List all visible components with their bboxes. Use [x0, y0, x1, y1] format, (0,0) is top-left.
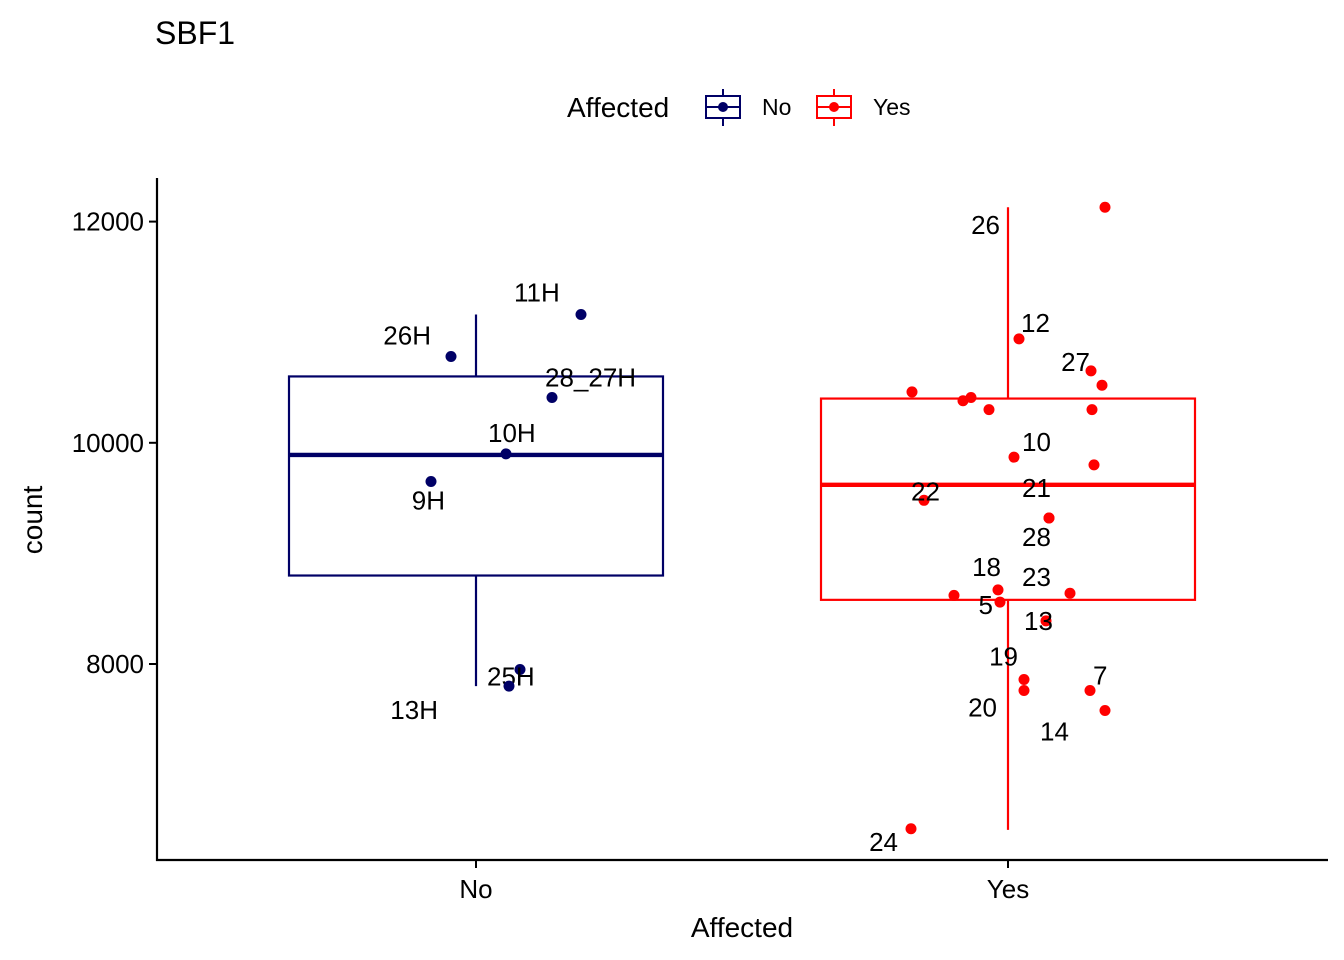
box [287, 375, 665, 577]
x-axis-title: Affected [691, 912, 793, 943]
data-point [1043, 512, 1055, 524]
point-label: 26H [383, 321, 431, 351]
data-point [1064, 587, 1076, 599]
point-label: 13 [1024, 606, 1053, 636]
point-label: 26 [971, 210, 1000, 240]
point-label: 18 [972, 552, 1001, 582]
point-label: 10H [488, 418, 536, 448]
data-point [1013, 333, 1025, 345]
legend-label: Yes [873, 94, 911, 120]
point-label: 22 [911, 476, 940, 506]
data-point [1096, 379, 1108, 391]
axes: 8000 10000 12000 No Yes [72, 178, 1328, 904]
point-label: 28 [1022, 522, 1051, 552]
point-label: 9H [412, 486, 445, 516]
data-point [425, 476, 437, 488]
data-point [1008, 451, 1020, 463]
legend: Affected No Yes [567, 89, 911, 126]
point-label: 12 [1021, 308, 1050, 338]
x-tick-label: Yes [987, 874, 1029, 904]
chart-title: SBF1 [155, 15, 235, 51]
legend-key-point [718, 102, 728, 112]
point-label: 14 [1040, 716, 1069, 746]
data-point [514, 664, 526, 676]
data-point [1086, 404, 1098, 416]
y-axis-title: count [17, 486, 48, 555]
legend-entry-yes: Yes [816, 89, 911, 126]
data-point [546, 391, 558, 403]
data-point [1099, 201, 1111, 213]
data-point [918, 494, 930, 506]
data-point [1084, 685, 1096, 697]
y-tick-label: 12000 [72, 207, 144, 237]
legend-entry-no: No [705, 89, 791, 126]
data-point [948, 589, 960, 601]
legend-title: Affected [567, 92, 669, 123]
point-label: 10 [1022, 427, 1051, 457]
data-point [1099, 704, 1111, 716]
data-point [445, 351, 457, 363]
point-label: 20 [968, 693, 997, 723]
y-tick-label: 10000 [72, 428, 144, 458]
x-tick-label: No [459, 874, 492, 904]
point-label: 21 [1022, 473, 1051, 503]
data-point [905, 823, 917, 835]
point-label: 11H [514, 278, 560, 308]
box [819, 397, 1197, 601]
data-point [1018, 685, 1030, 697]
data-point [1040, 615, 1052, 627]
data-point [1085, 365, 1097, 377]
data-point [503, 680, 515, 692]
point-label: 24 [869, 827, 898, 857]
data-point [994, 596, 1006, 608]
y-tick-label: 8000 [86, 649, 144, 679]
point-label: 5 [979, 590, 993, 620]
legend-key-point [829, 102, 839, 112]
data-point [1088, 459, 1100, 471]
point-label: 27 [1061, 347, 1090, 377]
legend-label: No [762, 94, 791, 120]
point-label: 19 [989, 641, 1018, 671]
data-point [957, 395, 969, 407]
data-point [500, 448, 512, 460]
point-label: 13H [390, 695, 438, 725]
point-label: 28_27H [545, 362, 636, 392]
data-point [992, 584, 1004, 596]
data-point [906, 386, 918, 398]
data-point [983, 404, 995, 416]
point-label: 23 [1022, 562, 1051, 592]
data-point [575, 309, 587, 321]
point-label: 7 [1093, 661, 1107, 691]
data-point [1018, 673, 1030, 685]
